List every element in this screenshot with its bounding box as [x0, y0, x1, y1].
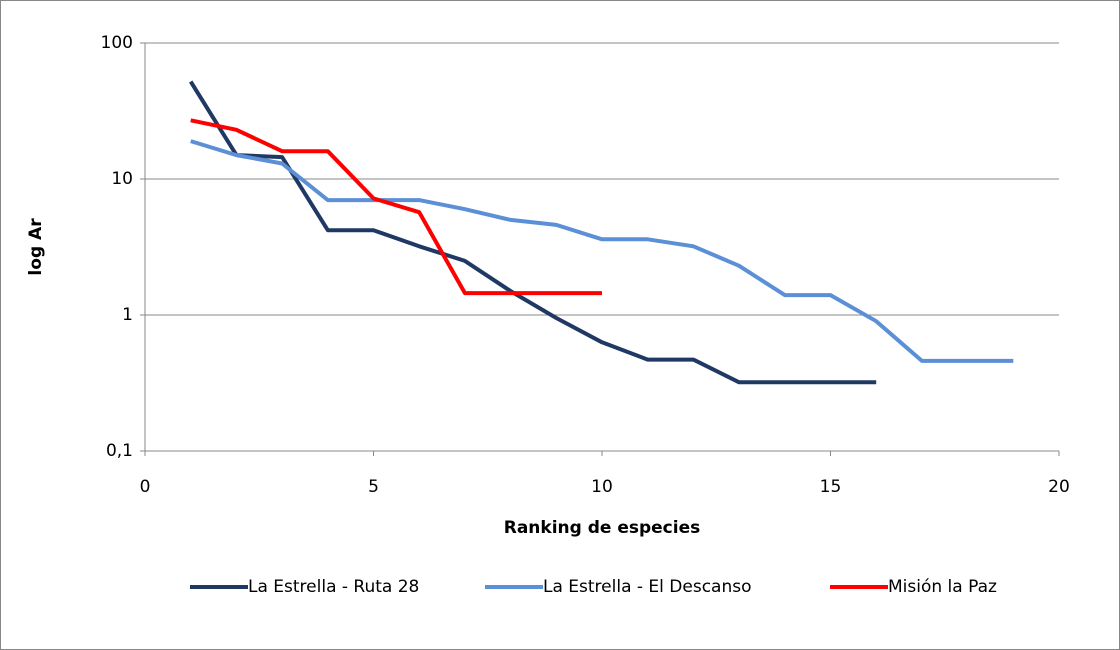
series-line — [190, 139, 1014, 363]
y-tick-label: 100 — [101, 33, 133, 53]
legend-label: Misión la Paz — [888, 577, 997, 597]
y-tick-label: 0,1 — [106, 441, 133, 461]
x-tick-label: 0 — [140, 477, 151, 497]
y-tick-label: 10 — [111, 169, 133, 189]
x-tick-label: 15 — [820, 477, 842, 497]
x-tick-label: 10 — [591, 477, 613, 497]
legend-label: La Estrella - El Descanso — [543, 577, 752, 597]
series-line — [189, 80, 877, 385]
x-tick-label: 5 — [368, 477, 379, 497]
x-axis-title: Ranking de especies — [504, 518, 701, 538]
y-tick-label: 1 — [122, 305, 133, 325]
legend-label: La Estrella - Ruta 28 — [248, 577, 419, 597]
y-axis-title: log Ar — [26, 218, 46, 276]
series-line — [190, 118, 602, 296]
x-tick-label: 20 — [1048, 477, 1070, 497]
